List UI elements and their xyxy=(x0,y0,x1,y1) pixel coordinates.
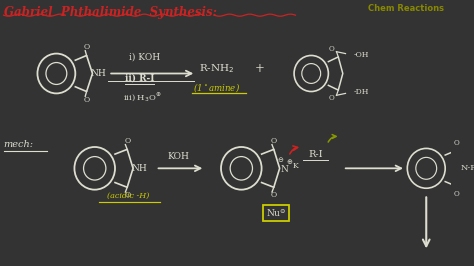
Text: K: K xyxy=(292,162,298,170)
Text: O: O xyxy=(124,137,130,145)
Text: O: O xyxy=(329,94,335,102)
Text: i) KOH: i) KOH xyxy=(128,52,160,61)
Text: Gabriel  Phthalimide  Synthesis:: Gabriel Phthalimide Synthesis: xyxy=(4,6,217,19)
Text: O: O xyxy=(454,190,459,198)
Text: NH: NH xyxy=(132,164,148,173)
Text: N: N xyxy=(280,165,288,174)
FancyArrowPatch shape xyxy=(328,135,336,142)
Text: +: + xyxy=(255,62,264,75)
Text: R-NH$_2$: R-NH$_2$ xyxy=(199,62,234,75)
Text: O: O xyxy=(329,45,335,53)
Text: mech:: mech: xyxy=(4,140,34,149)
Text: O: O xyxy=(124,191,130,199)
Text: R-I: R-I xyxy=(309,149,323,159)
Text: (1$^\circ$amine): (1$^\circ$amine) xyxy=(193,81,240,94)
Text: Nu$^{\ominus}$: Nu$^{\ominus}$ xyxy=(266,207,286,219)
Text: N-R: N-R xyxy=(461,164,474,172)
Text: NH: NH xyxy=(90,69,106,78)
FancyArrowPatch shape xyxy=(290,146,298,154)
Text: iii) H$_3$O$^{\oplus}$: iii) H$_3$O$^{\oplus}$ xyxy=(123,91,162,104)
Text: (acidic -H): (acidic -H) xyxy=(108,191,150,199)
Text: O: O xyxy=(271,137,277,145)
Text: Chem Reactions: Chem Reactions xyxy=(368,4,444,13)
Text: O: O xyxy=(454,139,459,147)
Text: KOH: KOH xyxy=(167,152,189,161)
Text: O: O xyxy=(271,191,277,199)
Text: ii) R-I: ii) R-I xyxy=(126,74,155,83)
Text: -DH: -DH xyxy=(353,88,369,95)
Text: O: O xyxy=(83,43,90,51)
Text: $\oplus$: $\oplus$ xyxy=(286,157,293,166)
Text: $\ominus$: $\ominus$ xyxy=(277,155,284,164)
Text: O: O xyxy=(83,95,90,103)
Text: -OH: -OH xyxy=(353,52,369,60)
